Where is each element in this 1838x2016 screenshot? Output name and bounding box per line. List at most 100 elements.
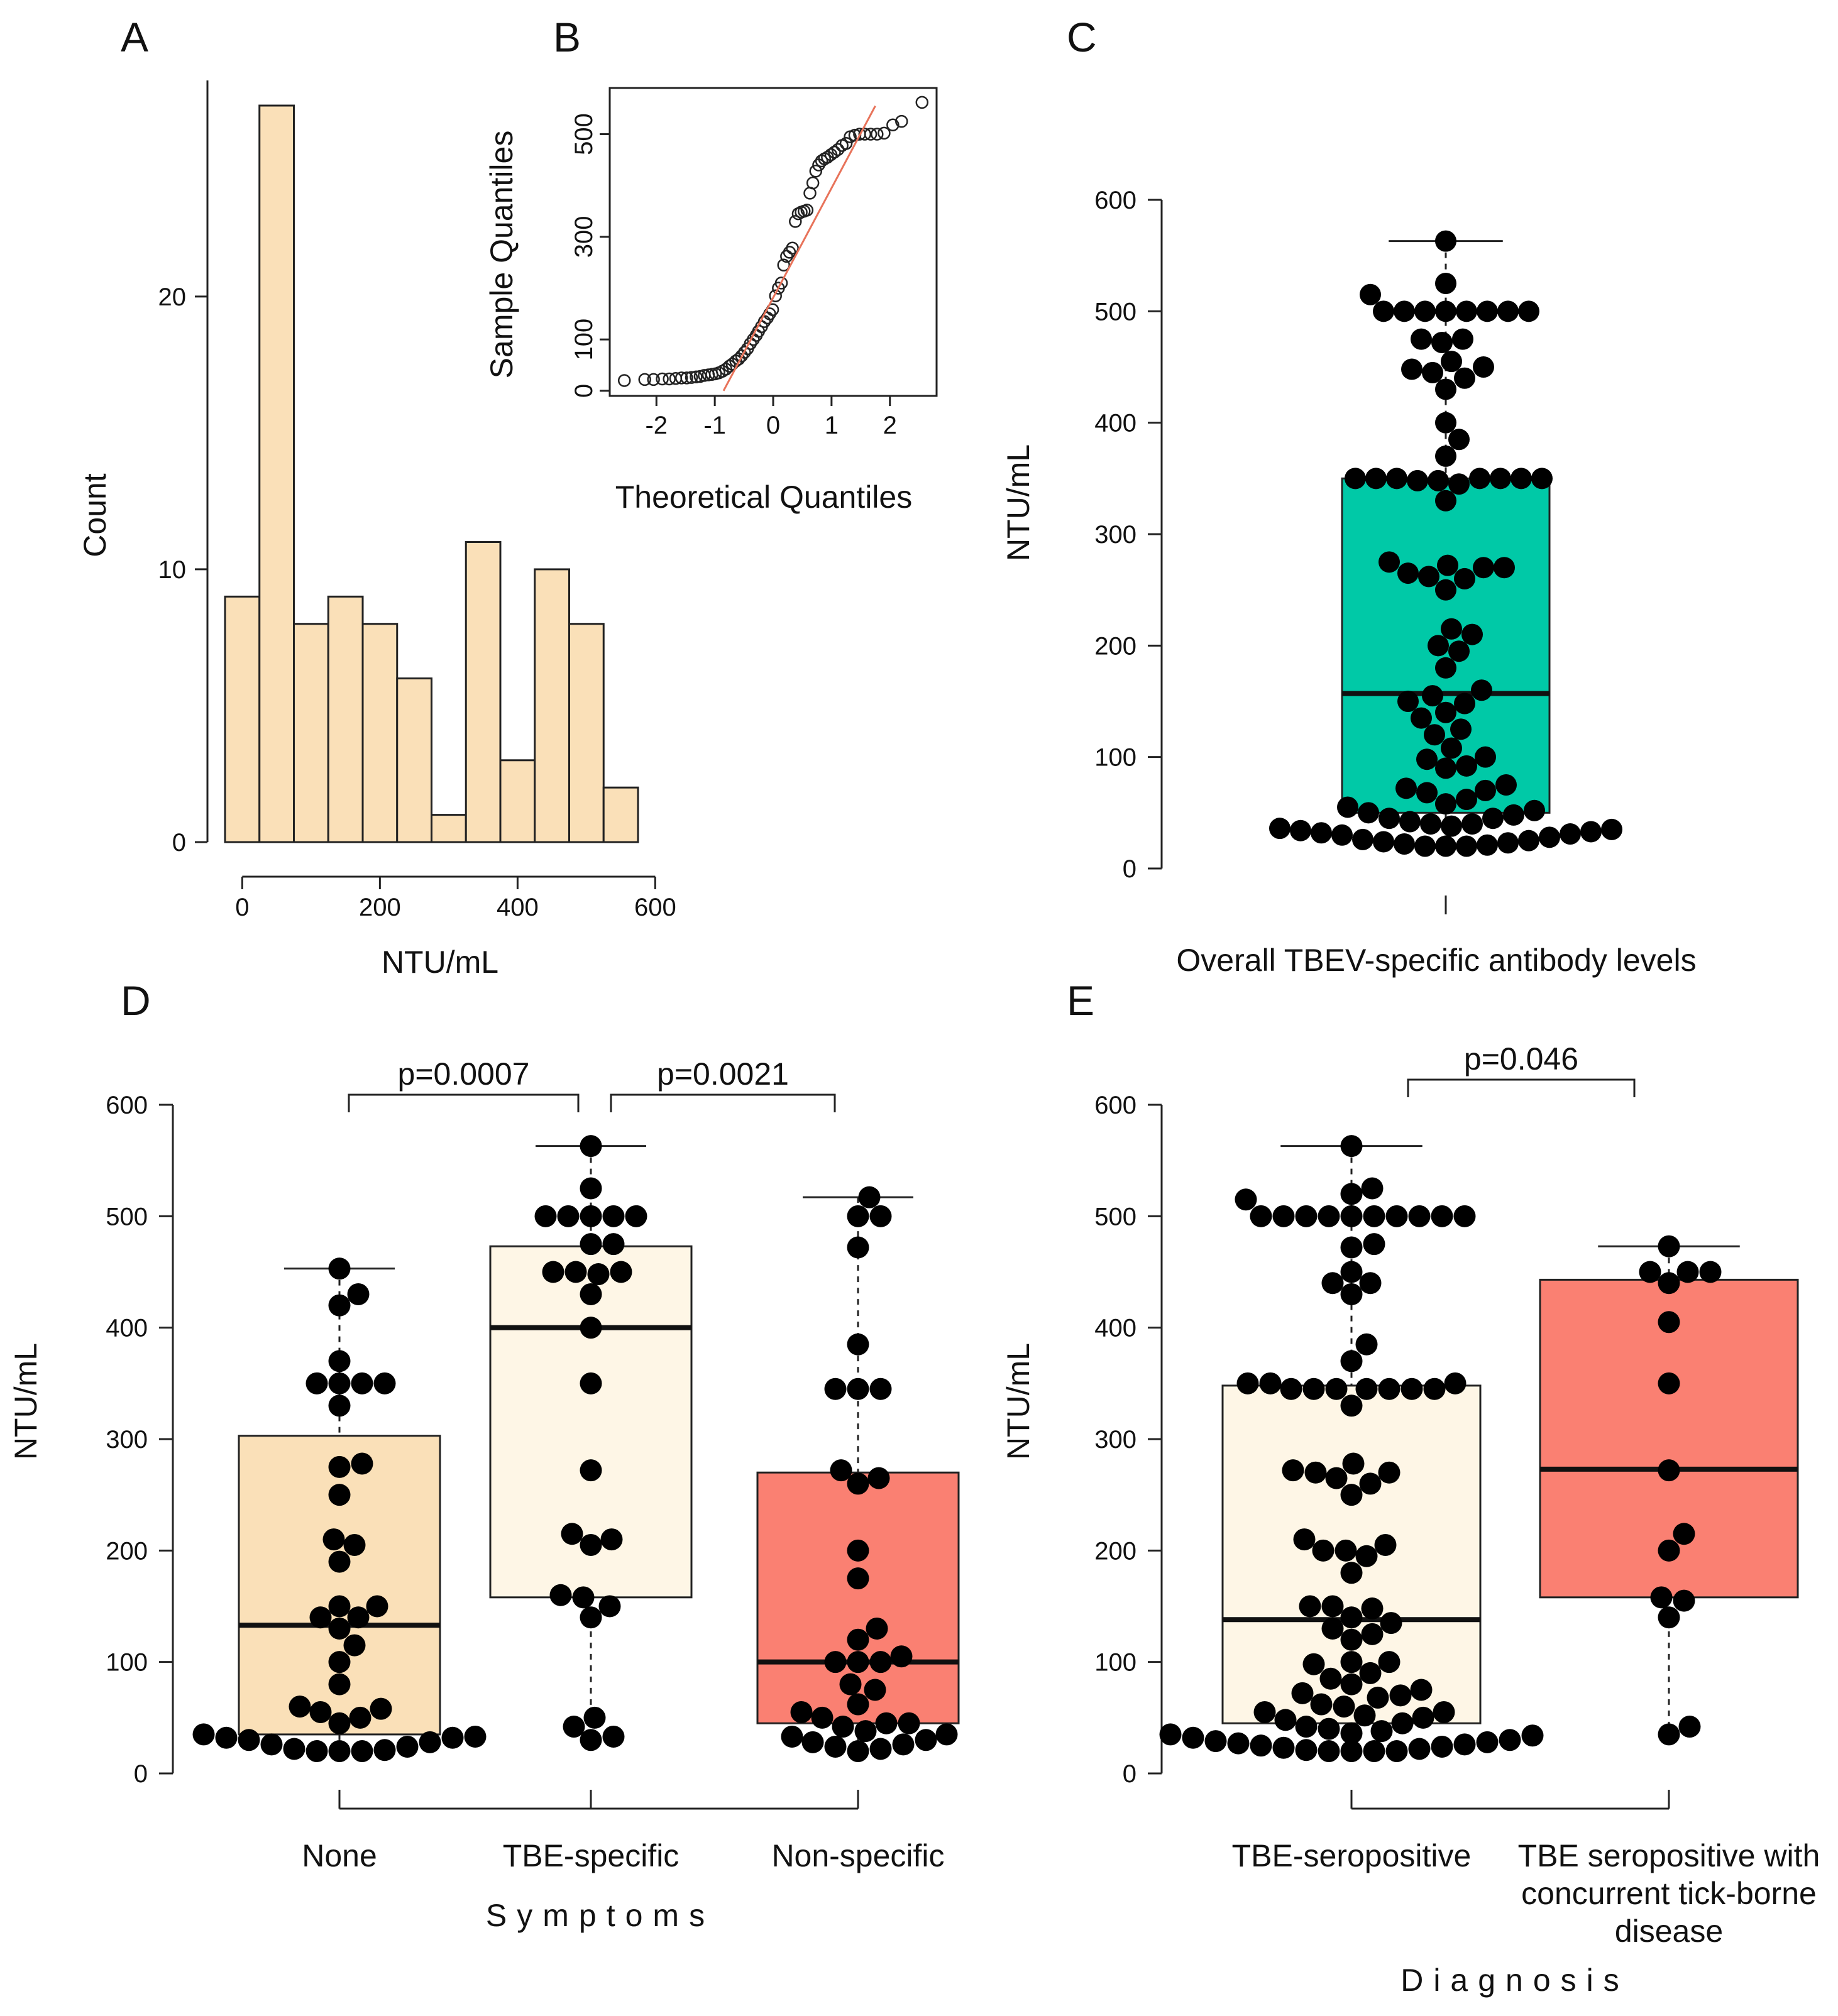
data-point — [1456, 835, 1477, 857]
histogram-bar — [327, 595, 364, 843]
data-point — [1452, 328, 1473, 350]
data-point — [1477, 834, 1498, 856]
data-point — [1454, 367, 1475, 389]
data-point — [1435, 793, 1456, 815]
data-point — [1318, 1740, 1340, 1763]
data-point — [1325, 1467, 1348, 1489]
data-point — [419, 1731, 441, 1753]
panel-d-y-label: NTU/mL — [8, 1343, 43, 1460]
data-point — [830, 1459, 852, 1482]
data-point — [1340, 1236, 1363, 1259]
data-point — [1497, 300, 1519, 322]
data-point — [1658, 1372, 1680, 1394]
histogram-bar — [568, 623, 605, 843]
histogram-bar — [534, 568, 570, 843]
data-point — [328, 1257, 351, 1280]
data-point — [1428, 635, 1449, 657]
qq-point — [656, 372, 669, 386]
data-point — [328, 1740, 351, 1763]
qq-plot-frame — [608, 87, 938, 397]
data-point — [328, 1651, 351, 1674]
data-point — [1673, 1523, 1695, 1545]
data-point — [1521, 1724, 1544, 1747]
y-tick-label: 300 — [106, 1426, 148, 1454]
data-point — [1471, 679, 1492, 701]
data-point — [1673, 1589, 1695, 1612]
data-point — [864, 1679, 886, 1701]
data-point — [602, 1233, 625, 1256]
qq-point — [663, 372, 676, 386]
data-point — [1385, 1205, 1408, 1227]
data-point — [373, 1372, 396, 1394]
data-point — [1318, 1205, 1340, 1227]
data-point — [1269, 818, 1290, 840]
y-tick-label: 500 — [1094, 1203, 1136, 1230]
qq-point — [680, 371, 693, 385]
histogram-x-label: NTU/mL — [382, 945, 498, 980]
data-point — [1414, 835, 1436, 857]
boxplot-panel-e: 0 100 200 300 400 500 600 p=0.046 NTU/mL TBE-se… — [1001, 1041, 1820, 1998]
data-point — [1304, 1461, 1327, 1484]
data-point — [867, 1467, 890, 1489]
data-point — [1450, 718, 1472, 740]
boxplot-panel-c: 0 100 200 300 400 500 600 NTU/mL Overall TBEV-… — [1001, 187, 1697, 978]
data-point — [1295, 1716, 1318, 1738]
panel-e-group-label-concurrent-line3: disease — [1615, 1914, 1723, 1949]
histogram-y-label: Count — [77, 473, 113, 557]
panel-c-y-label: NTU/mL — [1001, 444, 1036, 561]
data-point — [1340, 1722, 1363, 1745]
data-point — [563, 1716, 585, 1738]
data-point — [1560, 823, 1581, 845]
data-point — [1334, 1539, 1357, 1562]
histogram-x-tick-label: 400 — [497, 894, 539, 921]
data-point — [347, 1606, 370, 1629]
data-point — [1435, 657, 1456, 679]
data-point — [351, 1452, 373, 1475]
data-point — [1355, 1378, 1378, 1400]
data-point — [1469, 468, 1490, 490]
data-point — [801, 1731, 824, 1753]
data-point — [328, 1394, 351, 1417]
y-tick-label: 600 — [1094, 1092, 1136, 1119]
data-point — [580, 1533, 602, 1556]
panel-label-c: C — [1067, 14, 1097, 60]
data-point — [1441, 618, 1462, 640]
data-point — [875, 1712, 898, 1734]
data-point — [328, 1455, 351, 1478]
data-point — [854, 1720, 877, 1743]
data-point — [1518, 830, 1539, 852]
data-point — [1337, 796, 1358, 818]
data-point — [1658, 1723, 1680, 1746]
data-point — [811, 1706, 834, 1729]
data-point — [847, 1378, 869, 1400]
data-point — [869, 1738, 892, 1760]
qq-x-label: Theoretical Quantiles — [615, 479, 912, 515]
histogram-bar — [258, 104, 295, 843]
data-point — [1428, 469, 1449, 491]
data-point — [781, 1725, 803, 1748]
data-point — [1408, 1205, 1431, 1227]
data-point — [587, 1263, 610, 1286]
data-point — [1227, 1732, 1250, 1755]
data-point — [1503, 804, 1524, 826]
data-point — [1441, 815, 1462, 837]
data-point — [1658, 1459, 1680, 1482]
qq-point — [828, 145, 841, 159]
data-point — [1435, 300, 1456, 322]
data-point — [1340, 1562, 1363, 1584]
data-point — [561, 1523, 583, 1545]
data-point — [1441, 737, 1462, 759]
data-point — [1539, 826, 1560, 848]
data-point — [1431, 331, 1453, 353]
data-point — [580, 1177, 602, 1200]
data-point — [328, 1595, 351, 1618]
data-point — [580, 1459, 602, 1482]
data-point — [464, 1725, 487, 1748]
data-point — [1311, 822, 1332, 844]
data-point — [1385, 1740, 1408, 1763]
data-point — [1454, 693, 1475, 715]
data-point — [1444, 1372, 1467, 1394]
data-point — [1448, 640, 1470, 662]
